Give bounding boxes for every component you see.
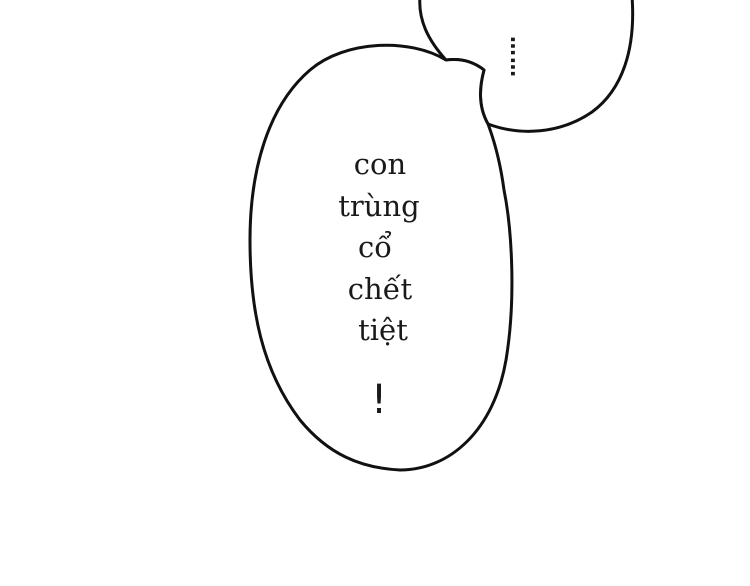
speech-line-5: tiệt <box>358 313 408 347</box>
main-speech-bubble <box>248 43 514 472</box>
ellipsis-text: …… <box>506 36 530 78</box>
speech-line-4: chết <box>347 272 413 306</box>
speech-line-1: con <box>353 147 407 181</box>
speech-line-2: trùng <box>338 189 420 223</box>
speech-line-3: cổ <box>358 230 392 264</box>
exclamation-mark: ! <box>370 377 388 423</box>
